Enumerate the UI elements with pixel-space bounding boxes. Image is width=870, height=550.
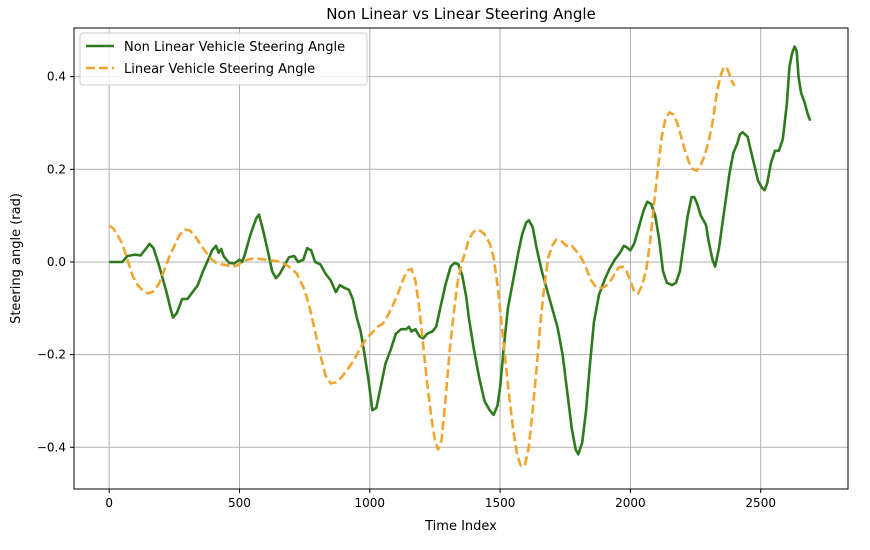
x-tick-label: 1500: [485, 496, 516, 510]
plot-frame: [73, 27, 849, 490]
y-tick-label: −0.4: [37, 440, 66, 454]
x-axis-label: Time Index: [424, 519, 497, 534]
legend-box: [79, 32, 368, 86]
gridlines: [74, 28, 848, 489]
y-tick-label: 0.2: [47, 162, 66, 176]
y-axis-label: Steering angle (rad): [9, 193, 24, 324]
y-tick-label: −0.2: [37, 348, 66, 362]
legend: Non Linear Vehicle Steering Angle Linear …: [79, 32, 368, 86]
y-tick-label: 0.4: [47, 70, 66, 84]
x-tick-label: 1000: [355, 496, 386, 510]
chart-title: Non Linear vs Linear Steering Angle: [326, 5, 596, 23]
y-tick-label: 0.0: [47, 255, 66, 269]
legend-label: Linear Vehicle Steering Angle: [124, 62, 315, 77]
x-tick-label: 2500: [745, 496, 776, 510]
series-layer: [108, 45, 812, 468]
x-tick-label: 2000: [615, 496, 646, 510]
series-line-1: [109, 45, 812, 456]
x-tick-label: 500: [228, 496, 251, 510]
series-line-2: [108, 66, 736, 468]
y-axis-ticks: −0.4 −0.2 0.0 0.2 0.4: [37, 70, 74, 454]
x-tick-label: 0: [105, 496, 113, 510]
legend-label: Non Linear Vehicle Steering Angle: [124, 40, 345, 55]
x-axis-ticks: 0 500 1000 1500 2000 2500: [105, 489, 776, 510]
